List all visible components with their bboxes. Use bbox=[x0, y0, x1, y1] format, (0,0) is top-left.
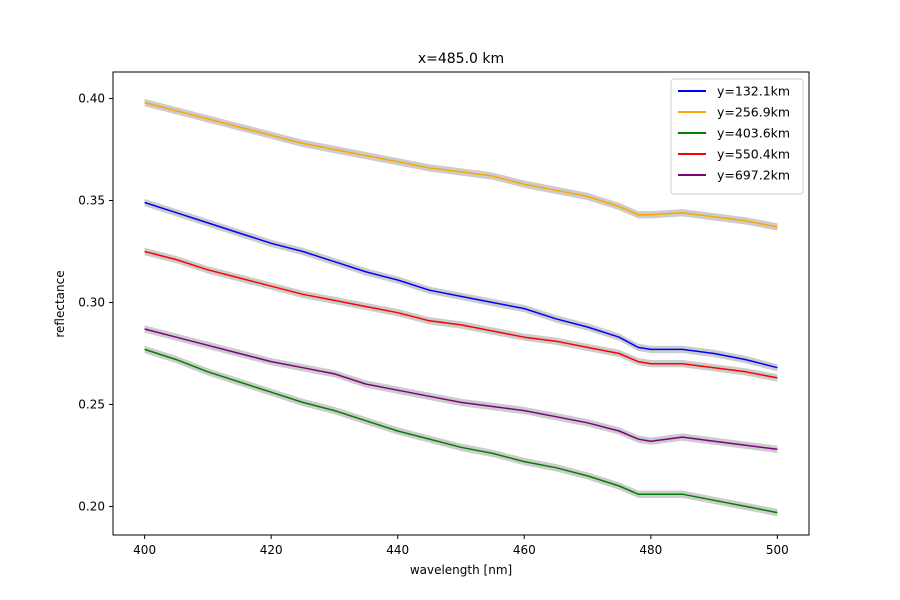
x-tick-label: 400 bbox=[133, 543, 156, 557]
y-tick-label: 0.25 bbox=[78, 397, 105, 411]
y-tick-label: 0.35 bbox=[78, 193, 105, 207]
y-tick-label: 0.40 bbox=[78, 92, 105, 106]
legend-box bbox=[670, 78, 804, 195]
legend-label: y=697.2km bbox=[717, 168, 790, 183]
x-tick-label: 500 bbox=[766, 543, 789, 557]
series-line-y-550-4km bbox=[144, 250, 778, 379]
legend-label: y=550.4km bbox=[717, 147, 790, 162]
legend-label: y=256.9km bbox=[717, 105, 790, 120]
band-y-132-1km bbox=[144, 198, 778, 372]
legend: y=132.1km y=256.9km y=403.6km y=550.4km y=69… bbox=[670, 78, 804, 195]
band-y-550-4km bbox=[144, 247, 778, 382]
x-tick-label: 420 bbox=[260, 543, 283, 557]
series-line-y-697-2km bbox=[144, 328, 778, 451]
x-tick-label: 440 bbox=[386, 543, 409, 557]
legend-label: y=403.6km bbox=[717, 126, 790, 141]
y-axis-ticks: 0.20 0.25 0.30 0.35 0.40 bbox=[78, 92, 113, 513]
series-line-y-256-9km bbox=[144, 101, 778, 228]
x-tick-label: 480 bbox=[639, 543, 662, 557]
y-axis-label: reflectance bbox=[53, 270, 67, 337]
chart-title: x=485.0 km bbox=[418, 51, 504, 67]
y-tick-label: 0.20 bbox=[78, 499, 105, 513]
legend-label: y=132.1km bbox=[717, 84, 790, 99]
y-tick-label: 0.30 bbox=[78, 295, 105, 309]
series-line-y-403-6km bbox=[144, 348, 778, 514]
band-y-403-6km bbox=[144, 345, 778, 517]
plot-frame bbox=[112, 71, 810, 536]
band-y-697-2km bbox=[144, 325, 778, 453]
series-line-y-132-1km bbox=[144, 201, 778, 369]
x-tick-label: 460 bbox=[513, 543, 536, 557]
x-axis-label: wavelength [nm] bbox=[410, 563, 512, 577]
x-axis-ticks: 400 420 440 460 480 500 bbox=[133, 535, 789, 557]
series-lines bbox=[144, 101, 778, 514]
